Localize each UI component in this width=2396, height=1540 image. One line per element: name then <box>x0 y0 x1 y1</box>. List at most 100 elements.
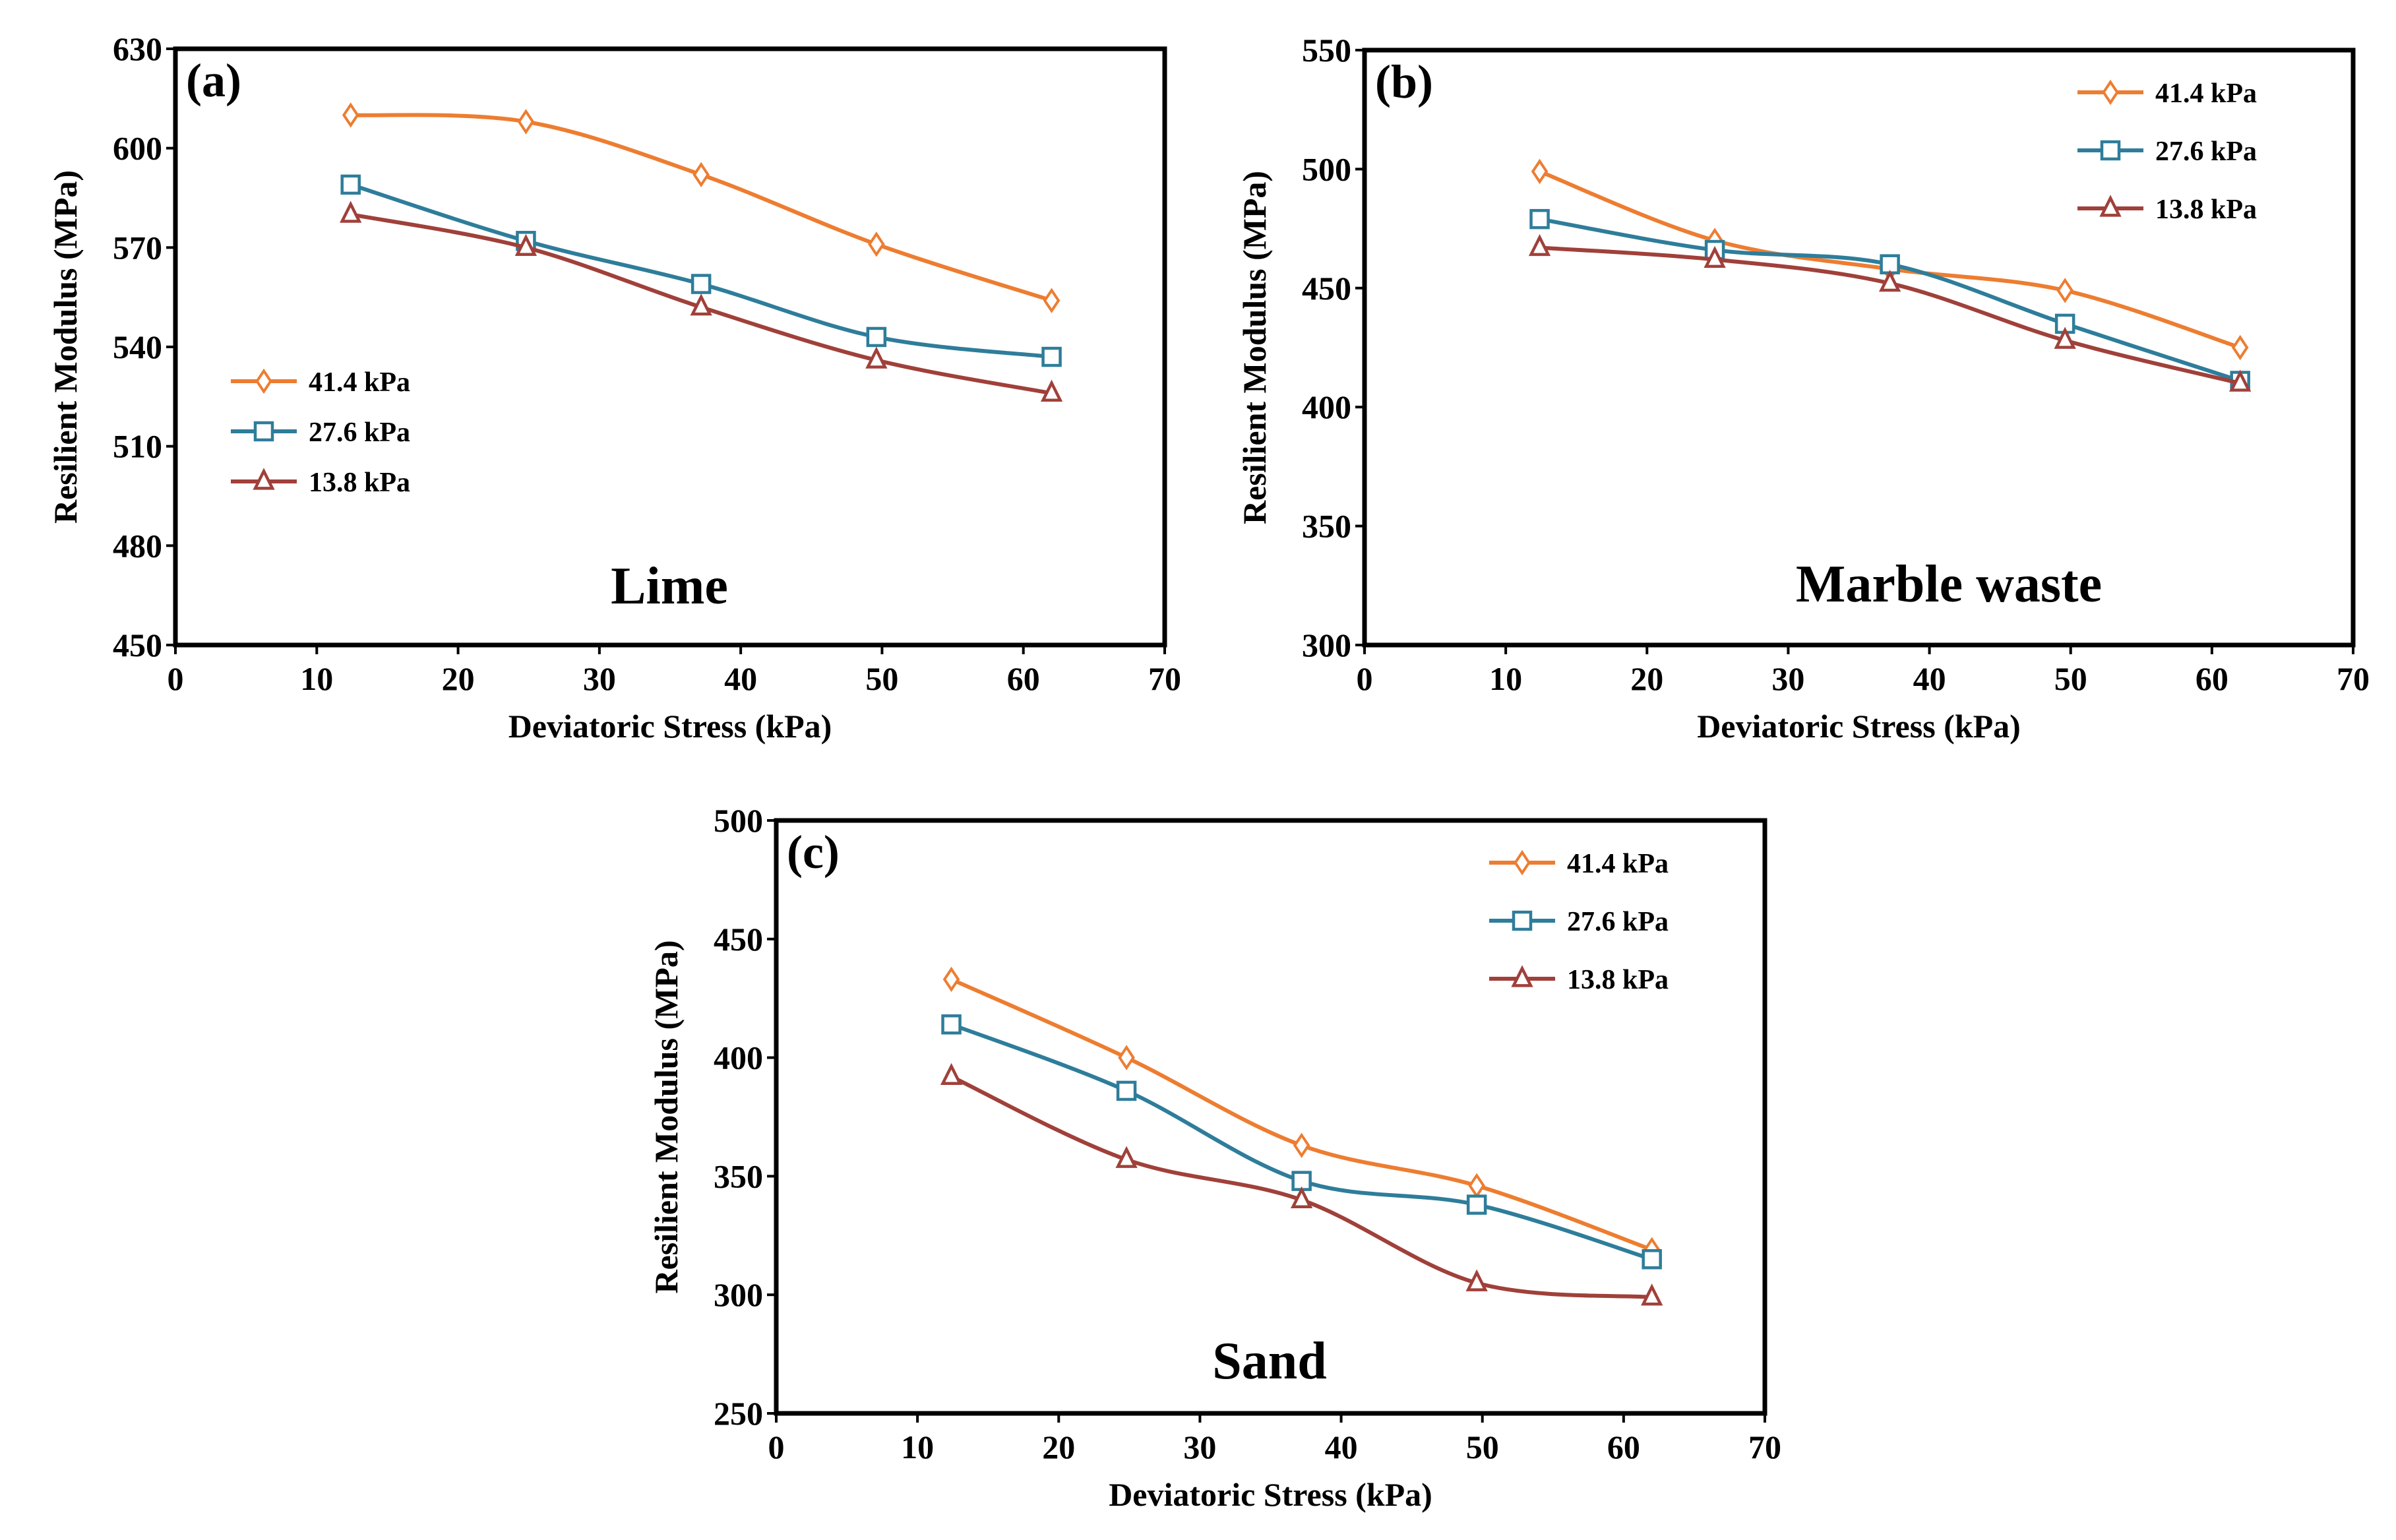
data-point <box>517 109 535 135</box>
data-point <box>340 200 362 223</box>
legend-label: 27.6 kPa <box>1567 907 1669 937</box>
panel-title: Lime <box>611 557 728 615</box>
plot-frame <box>173 46 1167 648</box>
x-tick-label: 60 <box>1607 1429 1640 1465</box>
y-tick-label: 400 <box>714 1039 763 1076</box>
data-point <box>1878 269 1901 292</box>
data-point <box>1468 1173 1485 1198</box>
series-138: 13.8 kPa <box>940 965 1669 1306</box>
data-point <box>1466 1194 1487 1215</box>
x-tick-label: 30 <box>1183 1429 1216 1465</box>
data-point <box>1043 288 1060 313</box>
y-tick-label: 350 <box>714 1157 763 1194</box>
legend-label: 27.6 kPa <box>309 417 410 448</box>
series-line <box>950 977 1653 1252</box>
data-point <box>1118 1045 1135 1070</box>
x-tick-label: 0 <box>168 660 184 697</box>
y-tick-label: 450 <box>113 627 162 663</box>
legend-label: 41.4 kPa <box>1567 849 1669 879</box>
data-point <box>2056 278 2073 303</box>
data-point <box>1115 1146 1138 1168</box>
x-tick-label: 0 <box>768 1429 785 1465</box>
x-tick-label: 70 <box>2337 660 2370 697</box>
data-point <box>1040 379 1063 402</box>
data-point <box>1293 1132 1310 1158</box>
y-axis-label: Resilient Modulus (MPa) <box>47 170 84 524</box>
legend-marker <box>1511 965 1533 987</box>
y-tick-label: 480 <box>113 527 162 564</box>
data-point <box>1290 1186 1313 1209</box>
x-tick-label: 50 <box>2054 660 2087 697</box>
series-414: 41.4 kPa <box>1531 78 2257 361</box>
x-tick-label: 10 <box>1489 660 1522 697</box>
series-414: 41.4 kPa <box>942 849 1669 1263</box>
panel-label: (c) <box>787 826 840 878</box>
x-tick-label: 0 <box>1357 660 1373 697</box>
x-tick-label: 30 <box>1771 660 1804 697</box>
legend-marker <box>255 368 272 394</box>
data-point <box>1704 245 1726 268</box>
x-tick-label: 40 <box>724 660 757 697</box>
y-tick-label: 400 <box>1302 388 1351 425</box>
data-point <box>514 233 538 256</box>
y-tick-label: 350 <box>1302 508 1351 545</box>
data-point <box>1041 346 1062 367</box>
x-tick-label: 20 <box>1042 1429 1075 1465</box>
y-axis-label: Resilient Modulus (MPa) <box>648 940 685 1293</box>
panel-label: (a) <box>186 54 241 107</box>
data-point <box>941 1014 962 1035</box>
x-tick-label: 60 <box>1007 660 1040 697</box>
y-tick-label: 450 <box>1302 270 1351 307</box>
x-axis-label: Deviatoric Stress (kPa) <box>1697 708 2021 745</box>
series-line <box>350 183 1052 359</box>
panel-title: Marble waste <box>1796 555 2102 613</box>
x-tick-label: 10 <box>300 660 333 697</box>
x-tick-label: 40 <box>1913 660 1946 697</box>
x-tick-label: 40 <box>1325 1429 1358 1465</box>
x-tick-label: 30 <box>583 660 616 697</box>
chart-panel-b: 0 10 20 30 40 50 60 70 300 350 400 450 500 550 Deviato… <box>1236 32 2370 745</box>
data-point <box>1465 1269 1488 1291</box>
x-axis-label: Deviatoric Stress (kPa) <box>508 708 832 745</box>
x-tick-label: 20 <box>1630 660 1663 697</box>
data-point <box>1116 1080 1137 1101</box>
chart-panel-a: 0 10 20 30 40 50 60 70 450 480 510 540 570 600 630 Devi… <box>47 30 1181 745</box>
series-138: 13.8 kPa <box>1528 195 2257 392</box>
series-276: 27.6 kPa <box>1529 137 2257 391</box>
x-tick-label: 70 <box>1148 660 1181 697</box>
panel-label: (b) <box>1375 55 1433 108</box>
x-tick-label: 60 <box>2196 660 2228 697</box>
legend-marker <box>2100 140 2121 161</box>
y-tick-label: 300 <box>1302 627 1351 663</box>
data-point <box>340 174 361 195</box>
data-point <box>342 102 359 128</box>
series-276: 27.6 kPa <box>941 907 1669 1270</box>
x-axis-label: Deviatoric Stress (kPa) <box>1109 1476 1432 1513</box>
y-tick-label: 600 <box>113 130 162 167</box>
legend-marker <box>1512 910 1533 931</box>
y-tick-label: 570 <box>113 229 162 266</box>
x-tick-label: 20 <box>442 660 475 697</box>
x-tick-label: 50 <box>865 660 898 697</box>
data-point <box>691 274 712 294</box>
data-point <box>2054 326 2076 349</box>
y-tick-label: 250 <box>714 1395 763 1432</box>
data-point <box>1531 158 1549 185</box>
data-point <box>1642 1249 1662 1270</box>
legend-label: 13.8 kPa <box>309 468 410 498</box>
y-tick-label: 300 <box>714 1276 763 1313</box>
data-point <box>690 293 712 316</box>
series-414: 41.4 kPa <box>231 102 1060 398</box>
panel-title: Sand <box>1212 1332 1326 1390</box>
chart-panel-c: 0 10 20 30 40 50 60 70 250 300 350 400 450 500 Deviato… <box>648 802 1781 1513</box>
y-tick-label: 550 <box>1302 32 1351 69</box>
y-tick-label: 500 <box>1302 150 1351 187</box>
legend-marker <box>2102 79 2119 106</box>
series-line <box>350 113 1053 303</box>
data-point <box>942 966 960 993</box>
plot-frame <box>1362 47 2356 648</box>
legend-marker <box>2099 195 2122 217</box>
data-point <box>866 326 887 348</box>
x-tick-label: 50 <box>1466 1429 1499 1465</box>
plot-frame <box>774 818 1767 1416</box>
